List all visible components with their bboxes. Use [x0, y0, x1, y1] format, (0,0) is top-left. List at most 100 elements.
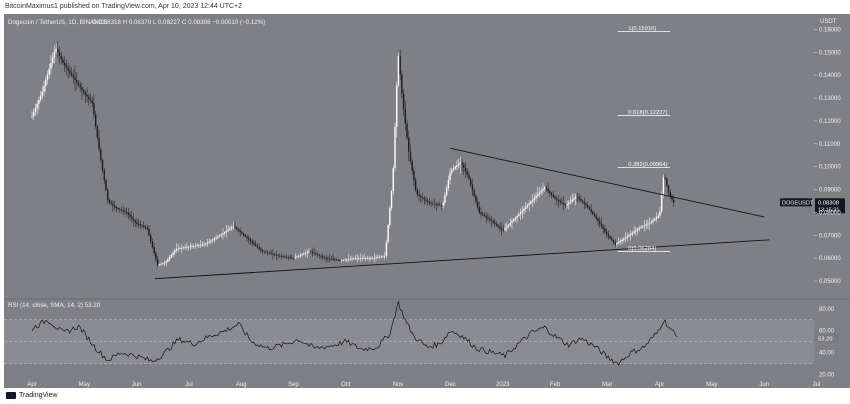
axes: 0.05000 0.06000 0.07000 0.08000 0.09000 0.100…	[27, 27, 841, 388]
candle-body	[523, 208, 525, 211]
candle-body	[263, 251, 265, 252]
candle-body	[322, 256, 324, 258]
candle-body	[409, 151, 412, 162]
candle-body	[155, 253, 157, 260]
candle-body	[323, 257, 326, 258]
candle-body	[621, 239, 623, 241]
candle-body	[48, 68, 50, 75]
candle-body	[359, 258, 362, 259]
price-tick-label: 0.10000	[819, 165, 841, 171]
candle-body	[600, 223, 603, 227]
candle-body	[129, 214, 131, 217]
candle-body	[244, 235, 247, 237]
candle-body	[518, 214, 520, 216]
candle-body	[81, 87, 83, 90]
candle-body	[229, 228, 231, 230]
candle-body	[163, 262, 166, 264]
candle-body	[143, 226, 145, 227]
candle-body	[205, 243, 207, 245]
candle-body	[153, 247, 155, 254]
candle-body	[43, 85, 45, 92]
candle-body	[568, 202, 570, 205]
candle-body	[246, 236, 248, 239]
x-month-label: Jun	[132, 382, 142, 388]
candle-body	[454, 167, 456, 169]
candle-body	[220, 234, 222, 236]
candle-body	[428, 201, 431, 204]
candle-body	[297, 255, 300, 257]
candle-body	[277, 255, 279, 256]
candle-body	[578, 197, 580, 200]
candle-body	[476, 201, 479, 208]
candle-body	[162, 263, 164, 265]
rsi-line	[31, 301, 678, 367]
candle-body	[260, 248, 262, 251]
candle-body	[150, 235, 152, 242]
candle-body	[100, 149, 102, 161]
candle-body	[273, 254, 276, 255]
candle-body	[396, 85, 398, 127]
candle-body	[122, 210, 124, 212]
candle-body	[67, 67, 69, 71]
candle-body	[633, 231, 635, 233]
candle-body	[516, 215, 518, 218]
candle-body	[349, 258, 351, 260]
candle-body	[478, 207, 481, 213]
x-month-label: Aug	[236, 382, 247, 388]
candle-body	[609, 236, 611, 239]
rsi-tick-label: 80.00	[819, 307, 835, 313]
publisher-text: BitcoinMaximus1 published on TradingView…	[5, 3, 243, 10]
candle-body	[180, 247, 183, 249]
x-month-label: Apr	[655, 382, 664, 388]
candle-body	[602, 226, 604, 229]
chart-svg[interactable]: 20.00 40.00 60.00 80.00 53.20 1(0.15916) 0.61…	[4, 14, 850, 388]
x-month-label: Apr	[27, 382, 36, 388]
rsi-value-tag: 53.20	[818, 336, 833, 342]
candle-body	[196, 245, 198, 247]
candle-body	[444, 195, 446, 203]
candle-body	[132, 218, 135, 221]
candle-body	[636, 229, 639, 231]
candle-body	[588, 207, 591, 210]
candle-body	[490, 219, 493, 221]
candle-body	[571, 199, 573, 202]
price-tick-label: 0.15000	[819, 50, 841, 56]
candle-body	[294, 257, 296, 259]
candle-body	[182, 247, 185, 249]
candle-body	[258, 247, 260, 249]
candle-body	[629, 233, 632, 236]
price-tick-label: 0.13000	[819, 96, 841, 102]
candle-body	[112, 203, 114, 206]
candle-body	[382, 256, 384, 257]
candle-body	[647, 223, 649, 225]
candle-body	[394, 126, 396, 169]
x-month-label: Jul	[185, 382, 193, 388]
candle-body	[330, 258, 333, 260]
candle-body	[251, 241, 253, 243]
candle-body	[296, 256, 298, 258]
candle-body	[211, 239, 214, 241]
candle-body	[299, 255, 302, 256]
candle-body	[471, 184, 474, 191]
candle-body	[573, 198, 575, 200]
candle-body	[648, 222, 651, 224]
candle-body	[507, 224, 510, 227]
chart-frame: 20.00 40.00 60.00 80.00 53.20 1(0.15916) 0.61…	[4, 14, 850, 388]
candle-body	[137, 223, 140, 225]
candle-body	[328, 258, 331, 260]
candle-body	[556, 198, 558, 200]
candle-body	[604, 228, 606, 232]
candle-body	[399, 56, 401, 75]
candle-body	[607, 234, 610, 237]
candle-body	[272, 253, 274, 255]
candle-body	[561, 202, 563, 204]
candle-body	[265, 251, 267, 253]
candle-body	[482, 213, 484, 215]
rsi-value-tag-bg	[815, 334, 839, 343]
candle-body	[511, 221, 513, 223]
candle-body	[617, 242, 620, 244]
candle-body	[377, 257, 379, 258]
candle-body	[662, 177, 665, 195]
symbol-line: Dogecoin / TetherUS, 1D, BINANCE	[8, 19, 107, 26]
candle-body	[136, 222, 138, 224]
